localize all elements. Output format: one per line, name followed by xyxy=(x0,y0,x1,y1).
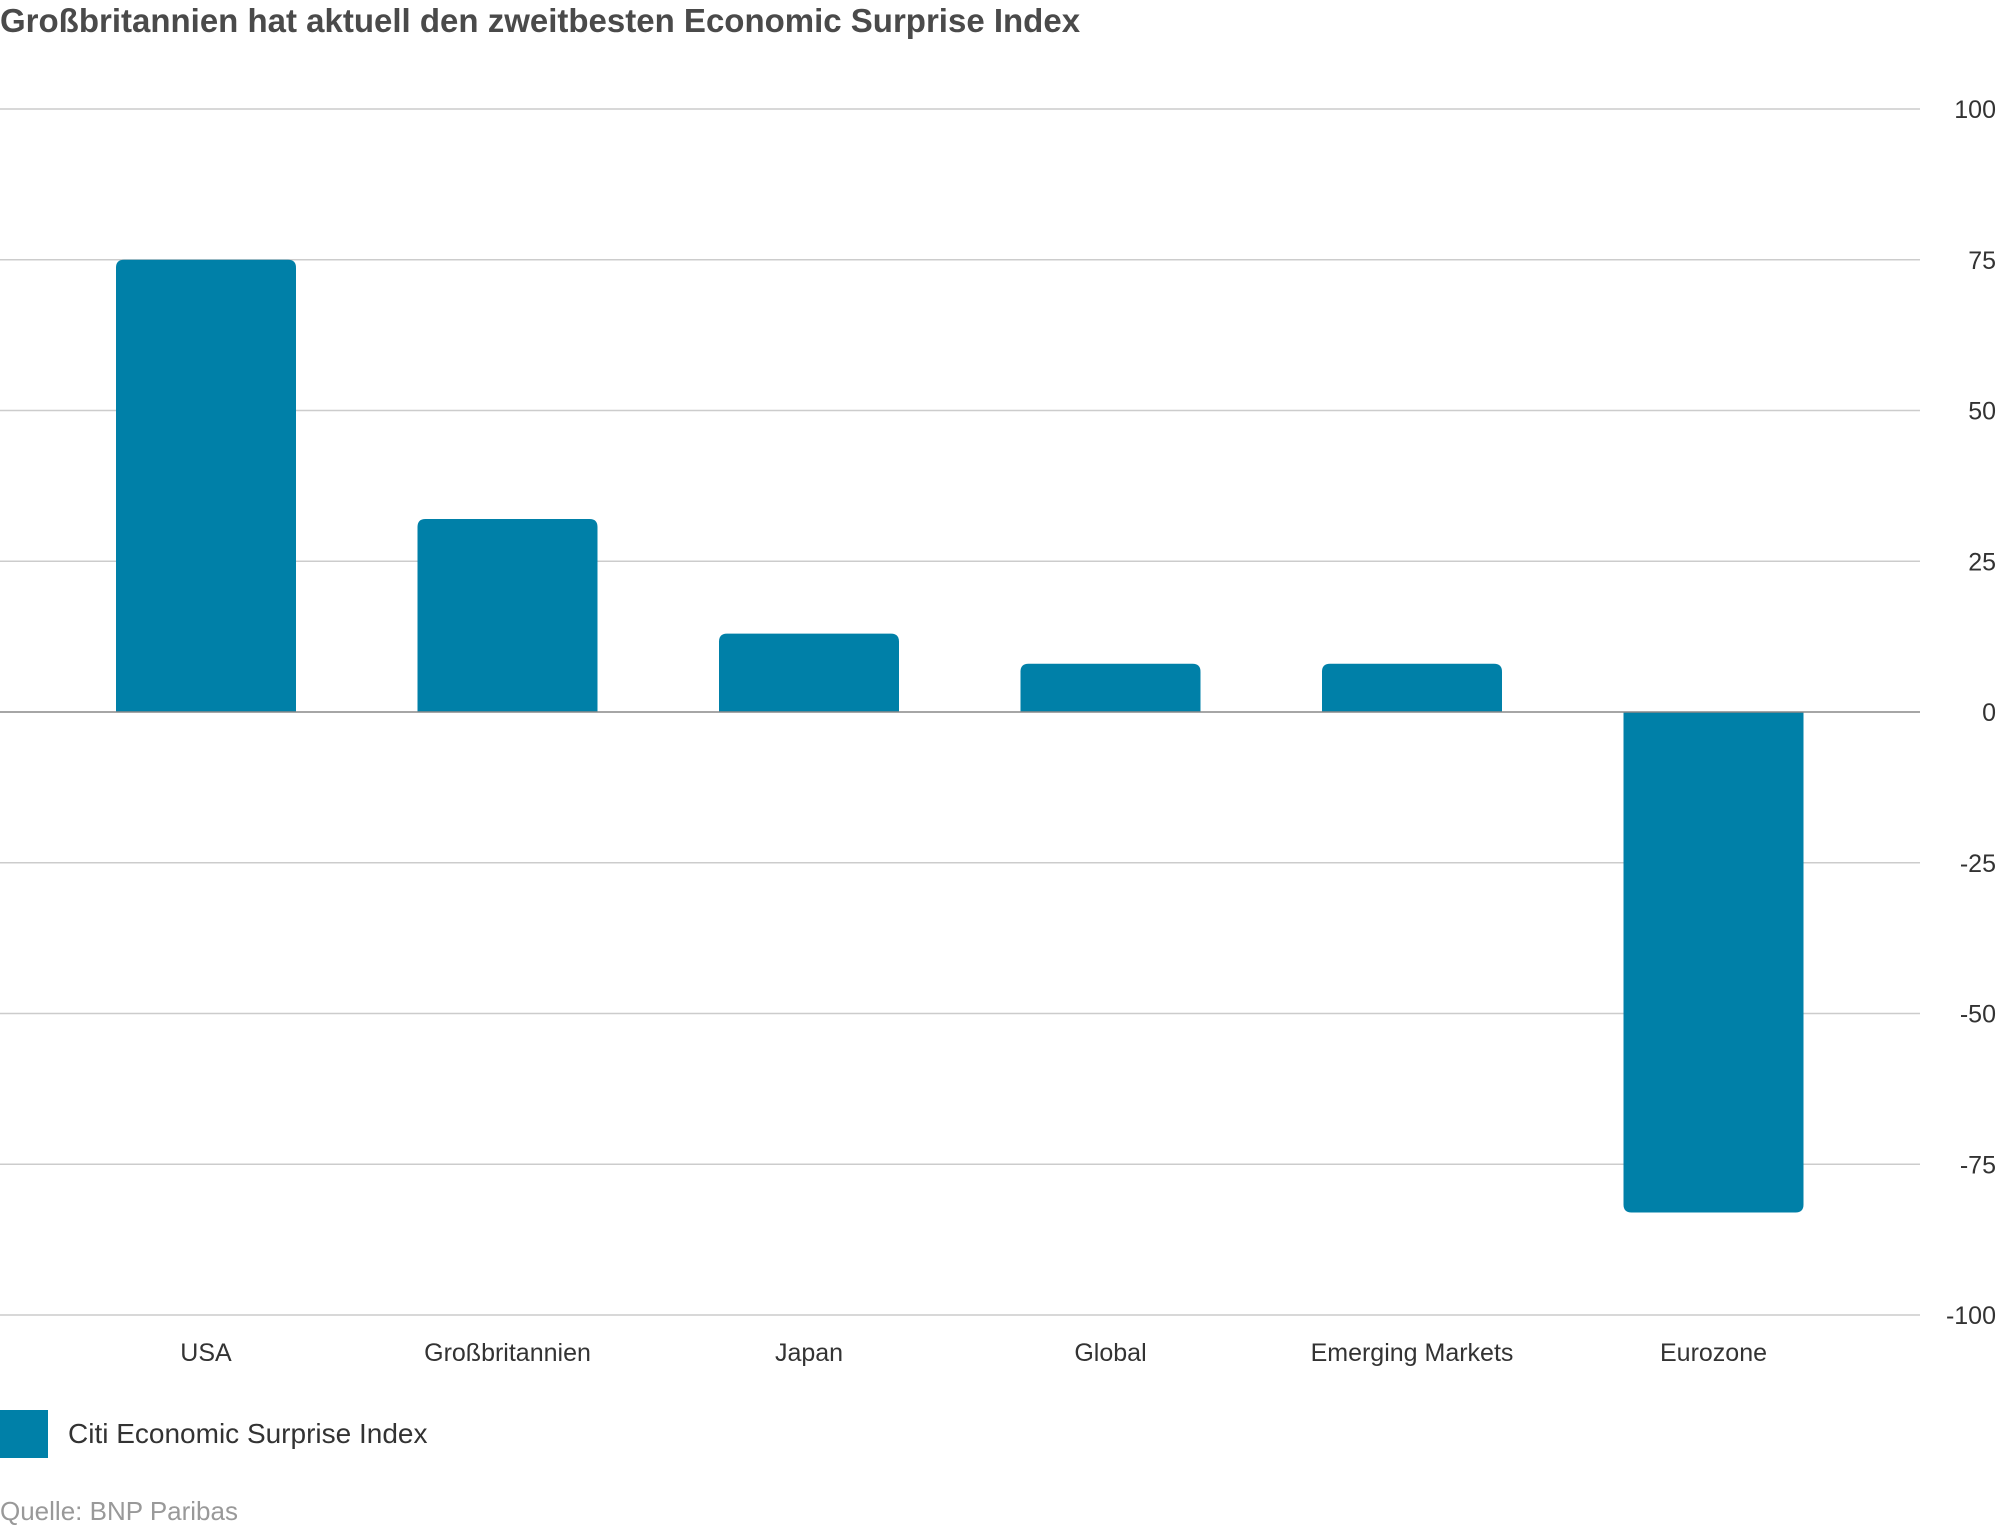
x-tick-label: Emerging Markets xyxy=(1311,1339,1514,1367)
chart-title: Großbritannien hat aktuell den zweitbest… xyxy=(0,2,1081,39)
y-tick-label: 100 xyxy=(1954,96,1996,124)
x-tick-label: Global xyxy=(1074,1339,1146,1367)
y-tick-label: -50 xyxy=(1960,1001,1996,1029)
y-tick-label: -75 xyxy=(1960,1151,1996,1179)
y-tick-label: 50 xyxy=(1968,398,1996,426)
bars xyxy=(116,259,1804,1213)
bar-emerging-markets xyxy=(1322,663,1502,712)
legend-swatch xyxy=(0,1410,48,1458)
bar-usa xyxy=(116,259,296,712)
x-tick-label: Großbritannien xyxy=(424,1339,591,1367)
gridlines xyxy=(0,108,1920,1316)
x-tick-label: USA xyxy=(180,1339,232,1367)
bar-chart: 100 75 50 25 0 -25 -50 -75 -100 USA Großbritannie… xyxy=(0,96,1996,1367)
x-axis-labels: USA Großbritannien Japan Global Emerging Mar… xyxy=(180,1339,1767,1367)
y-tick-label: -25 xyxy=(1960,850,1996,878)
bar-global xyxy=(1020,663,1201,712)
y-tick-label: -100 xyxy=(1946,1302,1996,1330)
x-tick-label: Eurozone xyxy=(1660,1339,1767,1367)
x-tick-label: Japan xyxy=(775,1339,843,1367)
y-tick-label: 0 xyxy=(1982,699,1996,727)
y-axis-ticks: 100 75 50 25 0 -25 -50 -75 -100 xyxy=(1946,96,1996,1330)
bar-großbritannien xyxy=(417,519,598,712)
legend: Citi Economic Surprise Index xyxy=(0,1410,427,1458)
y-tick-label: 75 xyxy=(1968,247,1996,275)
bar-japan xyxy=(719,633,899,712)
bar-eurozone xyxy=(1623,712,1804,1213)
legend-label: Citi Economic Surprise Index xyxy=(68,1418,428,1449)
y-tick-label: 25 xyxy=(1968,548,1996,576)
source-note: Quelle: BNP Paribas xyxy=(0,1496,238,1526)
